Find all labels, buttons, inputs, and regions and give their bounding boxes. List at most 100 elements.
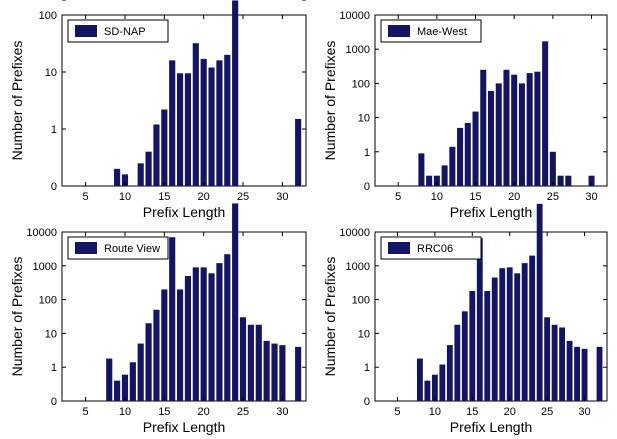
- bar-prefix-27: [559, 327, 565, 401]
- bar-prefix-11: [442, 165, 448, 186]
- x-tick-label: 15: [158, 191, 170, 203]
- bar-prefix-21: [208, 273, 214, 401]
- bar-prefix-18: [185, 276, 191, 401]
- bar-prefix-32: [295, 119, 301, 186]
- bar-prefix-12: [138, 344, 144, 401]
- y-tick-label: 10000: [339, 227, 370, 239]
- bar-prefix-15: [469, 291, 475, 401]
- bar-prefix-26: [552, 325, 558, 401]
- bar-prefix-28: [567, 341, 573, 401]
- bar-prefix-18: [492, 278, 498, 401]
- x-tick-label: 30: [276, 191, 288, 203]
- legend-swatch: [388, 25, 410, 37]
- bar-prefix-19: [193, 267, 199, 401]
- x-axis-title: Prefix Length: [143, 204, 226, 220]
- bar-prefix-14: [153, 124, 159, 186]
- bar-prefix-26: [248, 325, 254, 401]
- x-tick-label: 15: [158, 406, 170, 418]
- bar-prefix-20: [201, 267, 207, 401]
- legend-label: Route View: [104, 243, 160, 255]
- bar-prefix-32: [295, 347, 301, 401]
- bar-prefix-9: [426, 176, 432, 186]
- x-tick-label: 30: [585, 191, 597, 203]
- bar-prefix-20: [507, 267, 513, 401]
- y-tick-label: 100: [39, 10, 57, 22]
- chart-panel-4: 01101001000100005 10 15 20 25 30Prefix Length…: [322, 204, 607, 435]
- bar-prefix-16: [477, 238, 483, 401]
- bar-prefix-12: [447, 345, 453, 401]
- legend-swatch: [75, 242, 97, 254]
- y-tick-label: 10000: [339, 10, 370, 22]
- y-tick-label: 1: [51, 362, 57, 374]
- bar-prefix-15: [161, 289, 167, 401]
- x-tick-label: 10: [431, 191, 443, 203]
- bar-prefix-11: [130, 362, 136, 401]
- bar-prefix-13: [146, 152, 152, 186]
- x-tick-label: 25: [547, 191, 559, 203]
- bar-prefix-19: [503, 70, 509, 186]
- bar-prefix-17: [177, 289, 183, 401]
- bar-prefix-23: [224, 254, 230, 401]
- y-tick-label: 100: [352, 295, 370, 307]
- bar-prefix-20: [201, 59, 207, 186]
- bar-prefix-25: [544, 317, 550, 401]
- bar-prefix-8: [106, 359, 112, 401]
- y-tick-label: 1: [51, 124, 57, 136]
- bar-prefix-14: [153, 310, 159, 401]
- x-tick-label: 5: [394, 406, 400, 418]
- bar-prefix-28: [264, 341, 270, 401]
- x-tick-label: 20: [198, 406, 210, 418]
- bar-prefix-20: [511, 75, 517, 186]
- legend-label: Mae-West: [417, 26, 467, 38]
- x-tick-label: 5: [83, 191, 89, 203]
- y-axis-title: Number of Prefixes: [322, 41, 338, 161]
- bar-prefix-24: [232, 0, 238, 186]
- bar-prefix-9: [114, 169, 120, 186]
- y-tick-label: 1000: [33, 0, 57, 3]
- bar-prefix-13: [457, 128, 463, 186]
- x-tick-label: 25: [237, 191, 249, 203]
- bar-prefix-21: [519, 83, 525, 186]
- bar-prefix-23: [529, 256, 535, 401]
- bar-prefix-9: [114, 381, 120, 401]
- bar-prefix-25: [550, 152, 556, 186]
- x-axis-title: Prefix Length: [450, 204, 533, 220]
- y-tick-label: 10: [45, 67, 57, 79]
- y-tick-label: 10: [358, 113, 370, 125]
- bar-prefix-14: [465, 123, 471, 186]
- x-tick-label: 5: [83, 406, 89, 418]
- bar-prefix-22: [527, 73, 533, 186]
- bar-prefix-16: [169, 60, 175, 186]
- bar-prefix-30: [582, 349, 588, 401]
- x-tick-label: 20: [508, 191, 520, 203]
- bar-prefix-23: [224, 55, 230, 186]
- y-tick-label: 0: [51, 181, 57, 193]
- x-tick-label: 20: [504, 406, 516, 418]
- bar-prefix-15: [473, 112, 479, 186]
- bar-prefix-27: [256, 325, 262, 401]
- x-tick-label: 25: [237, 406, 249, 418]
- y-tick-label: 1: [364, 362, 370, 374]
- x-tick-label: 10: [119, 406, 131, 418]
- chart-panel-1: 0110100100051015202530Prefix LengthNumbe…: [9, 0, 306, 220]
- bar-prefix-19: [499, 268, 505, 401]
- y-tick-label: 10: [358, 328, 370, 340]
- bar-prefix-22: [216, 60, 222, 186]
- x-tick-label: 15: [466, 406, 478, 418]
- x-tick-label: 30: [578, 406, 590, 418]
- bar-prefix-24: [542, 41, 548, 186]
- bar-prefix-19: [193, 43, 199, 186]
- y-tick-label: 1000: [346, 261, 370, 273]
- bar-prefix-8: [418, 153, 424, 186]
- bar-prefix-17: [177, 73, 183, 186]
- bar-prefix-17: [484, 291, 490, 401]
- y-tick-label: 1000: [346, 44, 370, 56]
- bar-prefix-12: [138, 163, 144, 186]
- x-tick-label: 10: [429, 406, 441, 418]
- x-tick-label: 30: [276, 406, 288, 418]
- y-tick-label: 10: [45, 328, 57, 340]
- x-tick-label: 20: [198, 191, 210, 203]
- legend-swatch: [388, 242, 410, 254]
- legend-label: RRC06: [417, 243, 453, 255]
